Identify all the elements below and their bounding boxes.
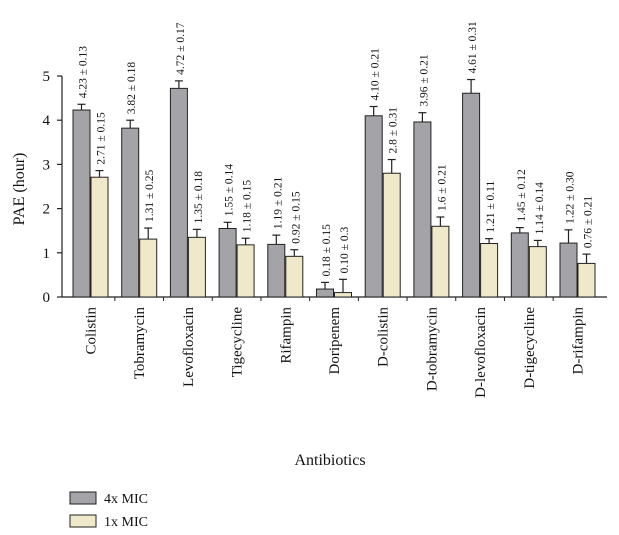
y-tick-label-2: 2 — [43, 202, 51, 218]
data-label-tobramycin-4x-mic: 3.82 ± 0.18 — [126, 62, 138, 115]
bars — [72, 87, 596, 298]
bar-tigecycline-4x-mic — [218, 227, 237, 298]
data-label-tigecycline-4x-mic: 1.55 ± 0.14 — [224, 164, 236, 217]
bar-tigecycline-1x-mic — [236, 244, 255, 298]
x-tick-label-d-tobramycin: D-tobramycin — [424, 307, 440, 392]
y-tick-label-0: 0 — [43, 290, 51, 306]
x-tick-label-levofloxacin: Levofloxacin — [181, 307, 197, 387]
bar-tobramycin-1x-mic — [139, 238, 158, 298]
bar-d-colistin-1x-mic — [382, 172, 401, 298]
data-label-d-tobramycin-4x-mic: 3.96 ± 0.21 — [418, 54, 430, 107]
data-label-d-colistin-1x-mic: 2.8 ± 0.31 — [388, 107, 400, 154]
x-tick-labels: Colistin Tobramycin Levofloxacin Tigecyclin… — [84, 307, 587, 398]
bar-d-tobramycin-4x-mic — [413, 121, 432, 298]
bar-rifampin-4x-mic — [267, 243, 286, 298]
y-axis-label: PAE (hour) — [11, 153, 28, 226]
bar-levofloxacin-4x-mic — [169, 87, 188, 298]
bar-d-rifampin-1x-mic — [577, 262, 596, 298]
legend-label-1x-mic: 1x MIC — [104, 515, 148, 530]
legend: 4x MIC 1x MIC — [69, 491, 148, 530]
error-bars — [77, 78, 591, 293]
bar-d-colistin-4x-mic — [364, 115, 383, 298]
data-labels: 4.23 ± 0.13 2.71 ± 0.15 3.82 ± 0.18 1.31 ± … — [78, 21, 595, 276]
x-tick-label-d-rifampin: D-rifampin — [571, 307, 587, 375]
y-tick-label-3: 3 — [43, 157, 51, 173]
data-label-d-tigecycline-4x-mic: 1.45 ± 0.12 — [516, 169, 528, 222]
x-tick-label-doripenem: Doripenem — [327, 307, 343, 375]
legend-label-4x-mic: 4x MIC — [104, 492, 148, 507]
y-tick-label-5: 5 — [43, 69, 51, 85]
data-label-d-rifampin-1x-mic: 0.76 ± 0.21 — [583, 196, 595, 249]
data-label-doripenem-1x-mic: 0.10 ± 0.3 — [339, 227, 351, 274]
data-label-d-colistin-4x-mic: 4.10 ± 0.21 — [370, 48, 382, 101]
data-label-tigecycline-1x-mic: 1.18 ± 0.15 — [242, 180, 254, 233]
legend-swatch-1x-mic — [69, 514, 97, 528]
data-label-tobramycin-1x-mic: 1.31 ± 0.25 — [144, 169, 156, 222]
x-tick-label-d-colistin: D-colistin — [376, 307, 392, 367]
data-label-d-tigecycline-1x-mic: 1.14 ± 0.14 — [534, 182, 546, 235]
data-label-rifampin-1x-mic: 0.92 ± 0.15 — [290, 191, 302, 244]
bar-d-levofloxacin-4x-mic — [462, 92, 481, 298]
data-label-d-rifampin-4x-mic: 1.22 ± 0.30 — [565, 171, 577, 224]
x-tick-label-d-tigecycline: D-tigecycline — [522, 307, 538, 389]
x-tick-label-colistin: Colistin — [84, 307, 100, 355]
data-label-levofloxacin-4x-mic: 4.72 ± 0.17 — [175, 22, 187, 75]
x-axis-label: Antibiotics — [294, 452, 365, 469]
bar-d-levofloxacin-1x-mic — [480, 243, 499, 298]
bar-d-rifampin-4x-mic — [559, 242, 578, 298]
bar-rifampin-1x-mic — [285, 255, 304, 298]
bar-d-tigecycline-4x-mic — [510, 232, 529, 298]
bar-tobramycin-4x-mic — [121, 127, 140, 298]
x-tick-label-tigecycline: Tigecycline — [230, 307, 246, 378]
bar-doripenem-1x-mic — [334, 292, 352, 298]
bar-doripenem-4x-mic — [316, 288, 334, 298]
data-label-d-levofloxacin-4x-mic: 4.61 ± 0.31 — [467, 21, 479, 74]
x-tick-label-d-levofloxacin: D-levofloxacin — [473, 307, 489, 398]
data-label-d-levofloxacin-1x-mic: 1.21 ± 0.11 — [485, 181, 497, 233]
data-label-doripenem-4x-mic: 0.18 ± 0.15 — [321, 224, 333, 277]
data-label-levofloxacin-1x-mic: 1.35 ± 0.18 — [193, 171, 205, 224]
data-label-colistin-4x-mic: 4.23 ± 0.13 — [78, 46, 90, 99]
data-label-d-tobramycin-1x-mic: 1.6 ± 0.21 — [436, 164, 448, 211]
x-tick-label-tobramycin: Tobramycin — [132, 307, 148, 380]
bar-d-tigecycline-1x-mic — [528, 246, 547, 298]
data-label-colistin-1x-mic: 2.71 ± 0.15 — [96, 112, 108, 165]
y-tick-label-1: 1 — [43, 246, 51, 262]
data-label-rifampin-4x-mic: 1.19 ± 0.21 — [272, 177, 284, 230]
bar-colistin-4x-mic — [72, 109, 91, 298]
bar-d-tobramycin-1x-mic — [431, 225, 450, 298]
legend-swatch-4x-mic — [69, 491, 97, 505]
bar-levofloxacin-1x-mic — [187, 236, 206, 298]
x-tick-label-rifampin: Rifampin — [278, 307, 294, 364]
y-tick-label-4: 4 — [43, 113, 51, 129]
bar-colistin-1x-mic — [90, 176, 109, 298]
